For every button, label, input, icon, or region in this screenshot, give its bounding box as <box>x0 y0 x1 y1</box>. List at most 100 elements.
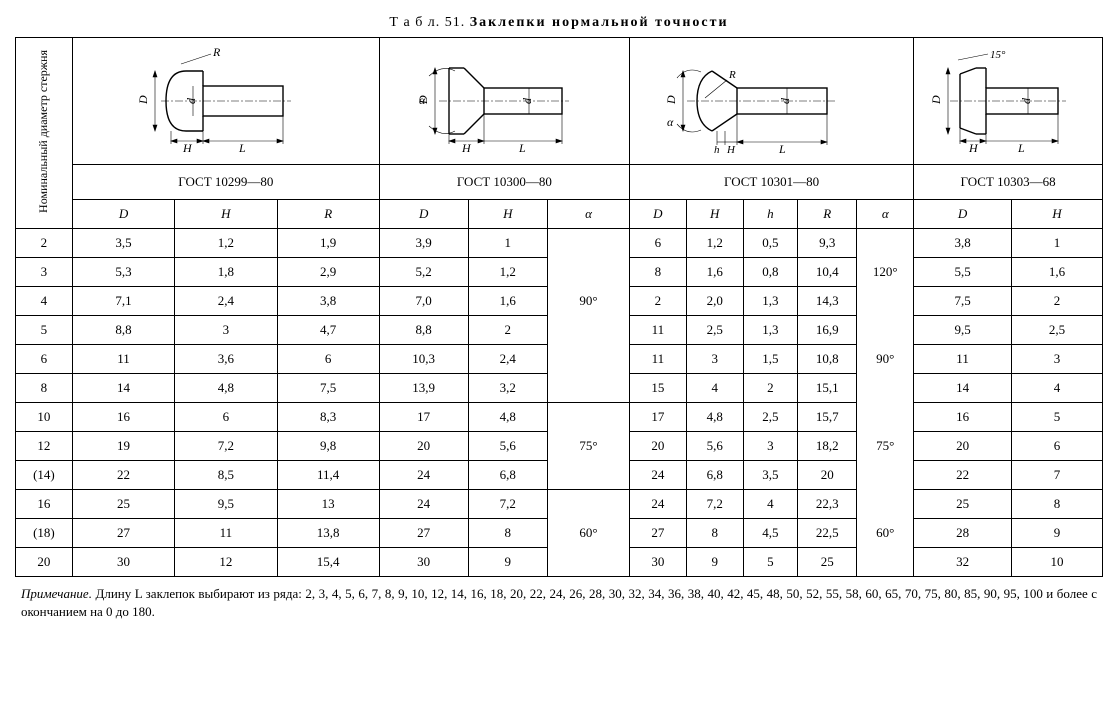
cell: 22,5 <box>798 519 857 548</box>
data-row: (18)271113,827860°2784,522,560°289 <box>16 519 1103 548</box>
cell: 0,8 <box>743 258 798 287</box>
cell: 2,5 <box>1011 316 1102 345</box>
svg-text:H: H <box>726 144 736 156</box>
cell: 25 <box>798 548 857 577</box>
cell: 9 <box>468 548 548 577</box>
cell: 19 <box>72 432 174 461</box>
cell: 17 <box>379 403 468 432</box>
caption-text: Заклепки нормальной точности <box>470 15 729 30</box>
cell: 8 <box>1011 490 1102 519</box>
cell: 24 <box>629 461 686 490</box>
cell: 11 <box>175 519 277 548</box>
cell: 1 <box>468 229 548 258</box>
cell: 6,8 <box>468 461 548 490</box>
alpha2-cell: 75° <box>548 432 630 461</box>
data-row: 20301215,43093095253210 <box>16 548 1103 577</box>
col-D4: D <box>914 200 1012 229</box>
cell: 0,5 <box>743 229 798 258</box>
rivet-table: Номинальный диаметр стержня <box>15 37 1103 577</box>
cell: 4,7 <box>277 316 379 345</box>
nominal-cell: 4 <box>16 287 73 316</box>
alpha2-cell: 60° <box>548 519 630 548</box>
cell: 16 <box>914 403 1012 432</box>
cell: 24 <box>379 461 468 490</box>
cell: 3 <box>743 432 798 461</box>
col-a2: α <box>548 200 630 229</box>
nominal-cell: 10 <box>16 403 73 432</box>
cell: 10,4 <box>798 258 857 287</box>
cell: 7,2 <box>686 490 743 519</box>
cell: 7,5 <box>914 287 1012 316</box>
cell: 3 <box>1011 345 1102 374</box>
nominal-cell: (14) <box>16 461 73 490</box>
cell: 24 <box>629 490 686 519</box>
cell: 1,6 <box>468 287 548 316</box>
cell: 4 <box>686 374 743 403</box>
alpha3-cell: 90° <box>857 345 914 374</box>
alpha2-cell <box>548 461 630 490</box>
nominal-cell: 2 <box>16 229 73 258</box>
svg-text:H: H <box>968 141 979 155</box>
cell: 2 <box>629 287 686 316</box>
cell: 5,2 <box>379 258 468 287</box>
cell: 11 <box>629 316 686 345</box>
cell: 6,8 <box>686 461 743 490</box>
cell: 30 <box>72 548 174 577</box>
alpha3-cell <box>857 229 914 258</box>
cell: 13,9 <box>379 374 468 403</box>
col-H1: H <box>175 200 277 229</box>
cell: 5,3 <box>72 258 174 287</box>
cell: 4,5 <box>743 519 798 548</box>
cell: 8,8 <box>379 316 468 345</box>
cell: 15,4 <box>277 548 379 577</box>
alpha3-cell: 120° <box>857 258 914 287</box>
cell: 6 <box>1011 432 1102 461</box>
cell: 13,8 <box>277 519 379 548</box>
alpha2-cell <box>548 403 630 432</box>
cell: 1,3 <box>743 316 798 345</box>
cell: 1,2 <box>686 229 743 258</box>
row-header-nominal: Номинальный диаметр стержня <box>16 38 73 229</box>
alpha2-cell <box>548 229 630 258</box>
cell: 3,6 <box>175 345 277 374</box>
cell: 2,4 <box>175 287 277 316</box>
cell: 9,3 <box>798 229 857 258</box>
cell: 9,5 <box>914 316 1012 345</box>
cell: 2,5 <box>686 316 743 345</box>
alpha3-cell: 75° <box>857 432 914 461</box>
cell: 8 <box>686 519 743 548</box>
svg-text:H: H <box>182 141 193 155</box>
cell: 11 <box>72 345 174 374</box>
alpha2-cell <box>548 548 630 577</box>
cell: 9,8 <box>277 432 379 461</box>
cell: 1,3 <box>743 287 798 316</box>
svg-text:D: D <box>664 95 678 105</box>
nominal-cell: 6 <box>16 345 73 374</box>
alpha3-cell: 60° <box>857 519 914 548</box>
caption-prefix: Т а б л. 51. <box>389 15 465 30</box>
cell: 10 <box>1011 548 1102 577</box>
data-row: 12197,29,8205,675°205,6318,275°206 <box>16 432 1103 461</box>
svg-text:d: d <box>1019 97 1033 104</box>
alpha3-cell <box>857 461 914 490</box>
svg-text:D: D <box>136 95 150 105</box>
cell: 11,4 <box>277 461 379 490</box>
cell: 4,8 <box>686 403 743 432</box>
cell: 8 <box>468 519 548 548</box>
alpha2-cell <box>548 490 630 519</box>
cell: 3,8 <box>277 287 379 316</box>
cell: 6 <box>175 403 277 432</box>
svg-text:d: d <box>520 97 534 104</box>
cell: 5,6 <box>468 432 548 461</box>
nominal-cell: 3 <box>16 258 73 287</box>
cell: 4,8 <box>175 374 277 403</box>
cell: 18,2 <box>798 432 857 461</box>
svg-text:d: d <box>184 97 198 104</box>
cell: 3 <box>686 345 743 374</box>
cell: 1,5 <box>743 345 798 374</box>
cell: 20 <box>629 432 686 461</box>
cell: 17 <box>629 403 686 432</box>
cell: 8,8 <box>72 316 174 345</box>
alpha3-cell <box>857 403 914 432</box>
svg-text:L: L <box>518 141 526 155</box>
